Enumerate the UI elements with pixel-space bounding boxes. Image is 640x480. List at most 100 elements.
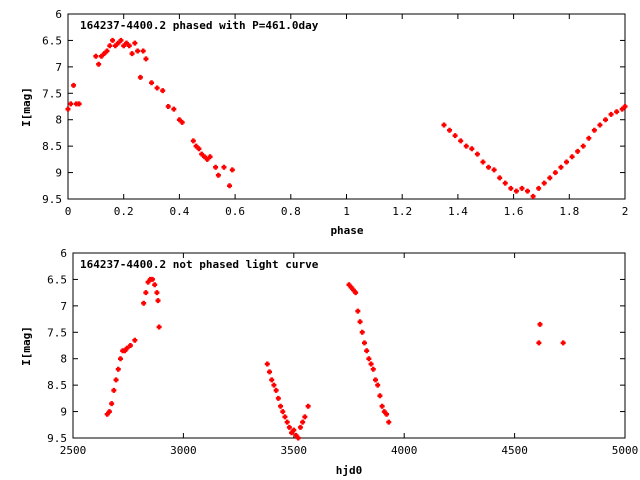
data-point [447, 127, 453, 133]
data-point [199, 151, 205, 157]
data-point [519, 185, 525, 191]
data-point [155, 298, 161, 304]
y-tick-label: 9 [60, 406, 67, 419]
data-point [93, 53, 99, 59]
data-point [300, 419, 306, 425]
data-point [132, 337, 138, 343]
data-point [101, 51, 107, 57]
axis-ticks: 0 0.2 0.4 0.6 0.8 1 1.2 1.4 1.6 1.8 2 6 6.5 7 7.5 8 8.5 9… [42, 8, 628, 218]
data-point [149, 80, 155, 86]
data-point [569, 154, 575, 160]
data-point [118, 37, 124, 43]
data-point [357, 319, 363, 325]
y-tick-label: 7 [60, 300, 67, 313]
data-point [115, 40, 121, 46]
data-point [126, 43, 132, 49]
data-point [537, 321, 543, 327]
data-point [368, 361, 374, 367]
x-tick-label: 1 [343, 205, 350, 218]
data-point [104, 48, 110, 54]
data-point [112, 43, 118, 49]
y-tick-label: 6.5 [47, 273, 67, 286]
y-tick-label: 9.5 [47, 432, 67, 445]
data-points [65, 37, 628, 199]
plot-frame [67, 13, 626, 200]
y-tick-label: 8.5 [42, 140, 62, 153]
data-point [76, 101, 82, 107]
data-point [286, 424, 292, 430]
data-point [491, 167, 497, 173]
data-point [508, 185, 514, 191]
phased-light-curve-panel: 0 0.2 0.4 0.6 0.8 1 1.2 1.4 1.6 1.8 2 6 6.5 7 7.5 8 8.5 9… [20, 8, 628, 237]
data-point [619, 106, 625, 112]
data-point [536, 340, 542, 346]
data-point [370, 366, 376, 372]
y-tick-label: 7.5 [47, 326, 67, 339]
data-point [614, 109, 620, 115]
y-axis-label: I[mag] [20, 87, 33, 127]
data-point [441, 122, 447, 128]
data-point [536, 185, 542, 191]
data-point [267, 369, 273, 375]
data-point [129, 51, 135, 57]
data-point [190, 138, 196, 144]
data-point [154, 290, 160, 296]
y-tick-label: 8.5 [47, 379, 67, 392]
x-axis-label: phase [330, 224, 363, 237]
data-point [117, 356, 123, 362]
y-tick-label: 7 [55, 61, 62, 74]
data-point [68, 101, 74, 107]
y-tick-label: 9.5 [42, 193, 62, 206]
data-point [474, 151, 480, 157]
data-point [143, 56, 149, 62]
axis-ticks: 2500 3000 3500 4000 4500 5000 6 6.5 7 7.5 8 8.5 9 9.5 [47, 247, 638, 457]
data-point [156, 324, 162, 330]
data-point [275, 395, 281, 401]
data-point [115, 366, 121, 372]
data-point [140, 48, 146, 54]
data-point [271, 382, 277, 388]
data-point [305, 403, 311, 409]
data-point [123, 40, 129, 46]
x-tick-label: 1.2 [392, 205, 412, 218]
x-tick-label: 0.2 [114, 205, 134, 218]
data-point [135, 48, 141, 54]
data-point [377, 393, 383, 399]
data-point [353, 290, 359, 296]
data-points [104, 276, 566, 441]
data-point [513, 188, 519, 194]
data-point [580, 143, 586, 149]
data-point [65, 106, 71, 112]
x-tick-label: 3500 [281, 444, 308, 457]
data-point [480, 159, 486, 165]
data-point [278, 403, 284, 409]
y-axis-label: I[mag] [20, 326, 33, 366]
data-point [213, 164, 219, 170]
unphased-light-curve-panel: 2500 3000 3500 4000 4500 5000 6 6.5 7 7.5 8 8.5 9 9.5… [20, 247, 638, 477]
data-point [137, 74, 143, 80]
data-point [597, 122, 603, 128]
data-point [109, 401, 115, 407]
data-point [154, 85, 160, 91]
data-point [264, 361, 270, 367]
data-point [171, 106, 177, 112]
x-tick-label: 2 [622, 205, 629, 218]
data-point [497, 175, 503, 181]
x-axis-label: hjd0 [336, 464, 363, 477]
data-point [179, 119, 185, 125]
data-point [364, 348, 370, 354]
y-tick-label: 8 [55, 114, 62, 127]
x-tick-label: 3000 [170, 444, 197, 457]
y-tick-label: 8 [60, 353, 67, 366]
data-point [106, 409, 112, 415]
data-point [107, 43, 113, 49]
data-point [152, 282, 158, 288]
data-point [227, 183, 233, 189]
data-point [113, 377, 119, 383]
data-point [160, 88, 166, 94]
data-point [458, 138, 464, 144]
data-point [280, 409, 286, 415]
y-tick-label: 7.5 [42, 87, 62, 100]
data-point [560, 340, 566, 346]
